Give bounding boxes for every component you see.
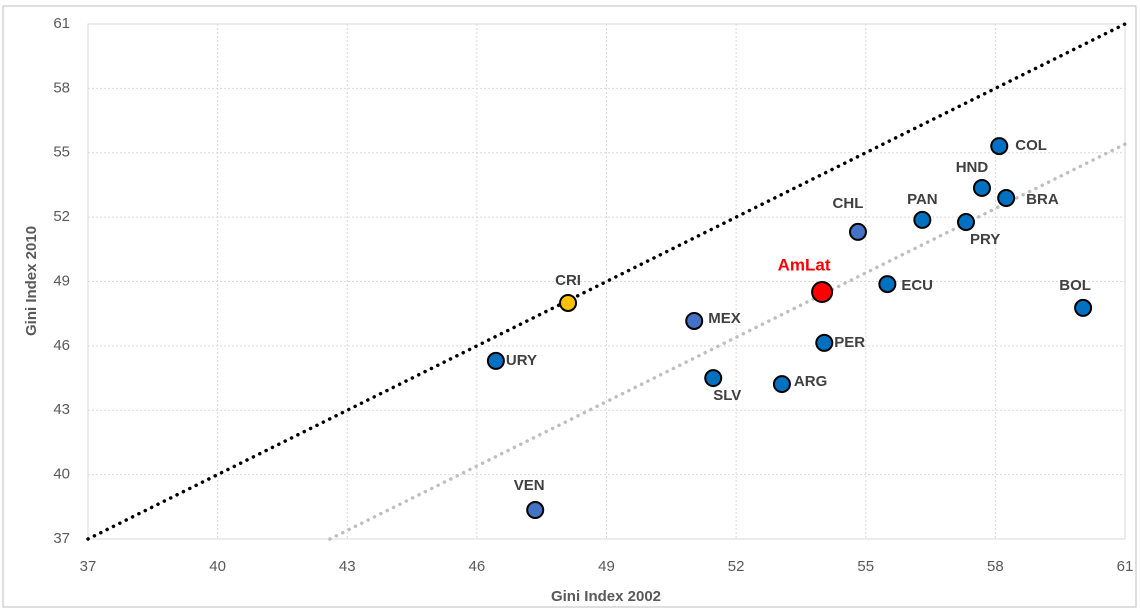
x-axis-title: Gini Index 2002 bbox=[551, 588, 661, 605]
point bbox=[772, 375, 791, 394]
point-label: BRA bbox=[1026, 191, 1059, 208]
point-label: PAN bbox=[907, 191, 938, 208]
point bbox=[972, 178, 991, 197]
y-tick-label: 58 bbox=[53, 79, 70, 96]
point bbox=[811, 281, 834, 304]
point-label: SLV bbox=[713, 387, 741, 404]
point-label: AmLat bbox=[778, 255, 831, 274]
x-tick-label: 58 bbox=[987, 558, 1004, 575]
reference-line bbox=[86, 22, 1127, 541]
point bbox=[1074, 298, 1093, 317]
point bbox=[815, 333, 834, 352]
x-tick-label: 55 bbox=[857, 558, 874, 575]
y-tick-label: 61 bbox=[53, 15, 70, 32]
point bbox=[559, 293, 578, 312]
point bbox=[704, 369, 723, 388]
point bbox=[990, 137, 1009, 156]
x-tick-label: 40 bbox=[209, 558, 226, 575]
point-label: URY bbox=[506, 352, 537, 369]
point bbox=[913, 210, 932, 229]
y-tick-label: 55 bbox=[53, 144, 70, 161]
point bbox=[848, 222, 867, 241]
point-label: VEN bbox=[514, 477, 545, 494]
point-label: CHL bbox=[833, 195, 864, 212]
point-label: ARG bbox=[794, 373, 827, 390]
x-tick-label: 46 bbox=[469, 558, 486, 575]
point bbox=[685, 311, 704, 330]
point-label: BOL bbox=[1059, 277, 1091, 294]
point bbox=[956, 213, 975, 232]
y-tick-label: 37 bbox=[53, 530, 70, 547]
x-tick-label: 61 bbox=[1117, 558, 1134, 575]
point-label: ECU bbox=[901, 277, 933, 294]
y-tick-label: 43 bbox=[53, 401, 70, 418]
x-tick-label: 37 bbox=[80, 558, 97, 575]
x-tick-label: 43 bbox=[339, 558, 356, 575]
y-tick-label: 46 bbox=[53, 337, 70, 354]
x-tick-label: 49 bbox=[598, 558, 615, 575]
y-tick-label: 49 bbox=[53, 272, 70, 289]
y-tick-label: 40 bbox=[53, 466, 70, 483]
y-axis-title: Gini Index 2010 bbox=[23, 226, 40, 336]
point bbox=[486, 351, 505, 370]
y-tick-label: 52 bbox=[53, 208, 70, 225]
point-label: HND bbox=[956, 159, 989, 176]
chart-border bbox=[2, 5, 1137, 608]
point-label: PRY bbox=[970, 231, 1000, 248]
point bbox=[997, 189, 1016, 208]
point bbox=[526, 501, 545, 520]
point-label: CRI bbox=[555, 272, 581, 289]
point bbox=[878, 275, 897, 294]
point-label: MEX bbox=[708, 310, 741, 327]
point-label: PER bbox=[834, 334, 865, 351]
x-tick-label: 52 bbox=[728, 558, 745, 575]
reference-line bbox=[328, 142, 1127, 541]
point-label: COL bbox=[1015, 137, 1047, 154]
plot-border bbox=[87, 23, 1126, 540]
